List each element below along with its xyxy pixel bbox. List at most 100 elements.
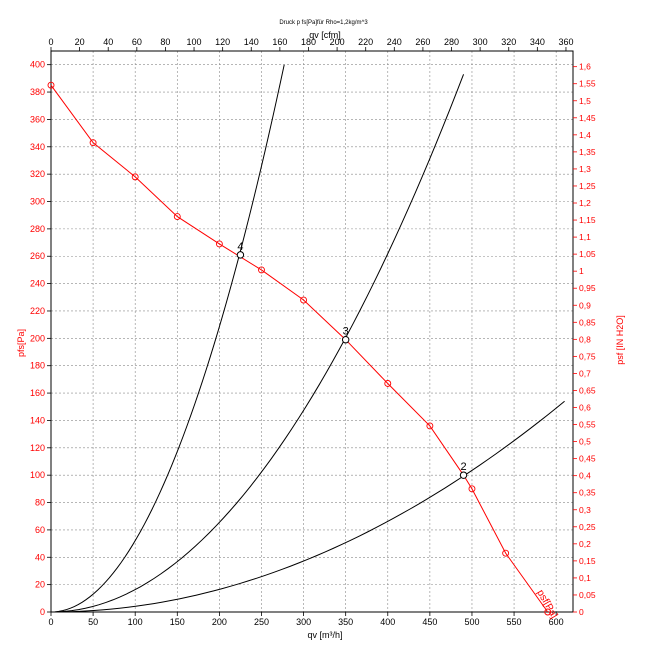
right-tick-label: 0,2 bbox=[579, 539, 591, 549]
top-tick-label: 320 bbox=[501, 37, 516, 47]
top-tick-label: 60 bbox=[132, 37, 142, 47]
fan-curve-marker bbox=[468, 485, 476, 493]
right-tick-label: 1,45 bbox=[579, 113, 596, 123]
fan-curve-marker bbox=[426, 422, 434, 430]
top-tick-label: 340 bbox=[530, 37, 545, 47]
y-tick-label: 400 bbox=[30, 60, 45, 70]
top-tick-label: 360 bbox=[558, 37, 573, 47]
fan-curve-marker bbox=[258, 266, 265, 274]
right-tick-label: 1,4 bbox=[579, 130, 591, 140]
top-tick-label: 20 bbox=[75, 37, 85, 47]
fan-curve-marker bbox=[502, 549, 510, 557]
right-tick-label: 0,05 bbox=[579, 590, 596, 600]
y-tick-label: 20 bbox=[35, 580, 45, 590]
y-tick-label: 340 bbox=[30, 142, 45, 152]
right-tick-label: 1,15 bbox=[579, 215, 596, 225]
operating-point-label: 2 bbox=[460, 461, 466, 473]
x-axis-top: 0 20 40 60 80 100 120 140 160 180 200 220 240 260 280 3… bbox=[48, 37, 573, 51]
top-tick-label: 240 bbox=[387, 37, 402, 47]
x-tick-label: 300 bbox=[296, 617, 311, 627]
grid bbox=[50, 51, 573, 613]
x-tick-label: 350 bbox=[338, 617, 353, 627]
x-tick-label: 100 bbox=[128, 617, 143, 627]
top-tick-label: 120 bbox=[215, 37, 230, 47]
top-tick-label: 40 bbox=[103, 37, 113, 47]
y-axis-left-label: pfs[Pa] bbox=[16, 329, 26, 357]
right-tick-label: 1,05 bbox=[579, 249, 596, 259]
fan-curve-marker bbox=[300, 296, 308, 304]
y-tick-label: 240 bbox=[30, 279, 45, 289]
y-tick-label: 320 bbox=[30, 169, 45, 179]
right-tick-label: 0,85 bbox=[579, 317, 596, 327]
right-tick-label: 0,8 bbox=[579, 334, 591, 344]
y-axis-left: 0 20 40 60 80 100 120 140 160 180 200 220 240 260 280 3… bbox=[30, 60, 51, 617]
x-tick-label: 50 bbox=[88, 617, 98, 627]
y-tick-label: 160 bbox=[30, 388, 45, 398]
y-tick-label: 80 bbox=[35, 498, 45, 508]
right-tick-label: 0 bbox=[579, 607, 584, 617]
y-tick-label: 200 bbox=[30, 333, 45, 343]
system-curves bbox=[50, 64, 565, 613]
right-tick-label: 1,25 bbox=[579, 181, 596, 191]
y-tick-label: 180 bbox=[30, 361, 45, 371]
x-tick-label: 250 bbox=[254, 617, 269, 627]
plot-border bbox=[50, 50, 574, 613]
x-tick-label: 550 bbox=[507, 617, 522, 627]
system-curve-3 bbox=[50, 64, 285, 613]
y-tick-label: 220 bbox=[30, 306, 45, 316]
system-curve-2 bbox=[50, 74, 465, 613]
right-tick-label: 1 bbox=[579, 266, 584, 276]
y-tick-label: 280 bbox=[30, 224, 45, 234]
right-tick-label: 0,5 bbox=[579, 437, 591, 447]
x-axis-top-label: qv [cfm] bbox=[309, 30, 341, 40]
x-tick-label: 500 bbox=[464, 617, 479, 627]
right-tick-label: 0,4 bbox=[579, 471, 591, 481]
chart-title: Druck p fs[Pa]für Rho=1,2kg/m^3 bbox=[279, 20, 368, 26]
fan-curve-marker bbox=[544, 608, 552, 616]
operating-point-label: 4 bbox=[237, 241, 243, 253]
x-tick-label: 150 bbox=[170, 617, 185, 627]
operating-point-marker bbox=[236, 251, 245, 259]
fan-curve-marker bbox=[47, 81, 55, 89]
right-tick-label: 1,6 bbox=[579, 62, 591, 72]
right-tick-label: 0,45 bbox=[579, 454, 596, 464]
y-tick-label: 60 bbox=[35, 525, 45, 535]
fan-curve-marker bbox=[89, 139, 97, 147]
right-tick-label: 0,6 bbox=[579, 403, 591, 413]
x-tick-label: 0 bbox=[48, 617, 53, 627]
fan-curve-marker bbox=[215, 240, 223, 248]
right-tick-label: 1,3 bbox=[579, 164, 591, 174]
y-tick-label: 0 bbox=[40, 607, 45, 617]
top-tick-label: 160 bbox=[272, 37, 287, 47]
right-tick-label: 0,35 bbox=[579, 488, 596, 498]
y-tick-label: 360 bbox=[30, 114, 45, 124]
right-tick-label: 0,95 bbox=[579, 283, 596, 293]
plot-frame bbox=[50, 50, 574, 613]
y-tick-label: 260 bbox=[30, 251, 45, 261]
top-tick-label: 220 bbox=[358, 37, 373, 47]
operating-point-marker bbox=[459, 471, 468, 479]
right-tick-label: 0,25 bbox=[579, 522, 596, 532]
fan-curve-marker bbox=[131, 173, 139, 181]
y-axis-right-label: psf [IN H2O] bbox=[615, 315, 625, 365]
operating-point-marker bbox=[341, 336, 350, 344]
right-tick-label: 1,35 bbox=[579, 147, 596, 157]
right-tick-label: 0,55 bbox=[579, 420, 596, 430]
top-tick-label: 100 bbox=[187, 37, 202, 47]
top-tick-label: 140 bbox=[244, 37, 259, 47]
x-tick-label: 600 bbox=[549, 617, 564, 627]
top-tick-label: 180 bbox=[301, 37, 316, 47]
x-axis-bottom-label: qv [m³/h] bbox=[307, 630, 342, 640]
y-tick-label: 120 bbox=[30, 443, 45, 453]
fan-curve-marker bbox=[384, 380, 392, 387]
right-tick-label: 0,3 bbox=[579, 505, 591, 515]
fan-curve-marker bbox=[173, 213, 181, 221]
operating-points: 2 3 4 bbox=[236, 241, 468, 479]
y-axis-right: 0 0,05 0,1 0,15 0,2 0,25 0,3 0,35 0,4 0,45 0,5 0,55… bbox=[573, 62, 596, 617]
fan-curve-line bbox=[50, 84, 549, 613]
right-tick-label: 0,65 bbox=[579, 385, 596, 395]
top-tick-label: 0 bbox=[48, 37, 53, 47]
y-tick-label: 100 bbox=[30, 470, 45, 480]
right-tick-label: 0,7 bbox=[579, 368, 591, 378]
